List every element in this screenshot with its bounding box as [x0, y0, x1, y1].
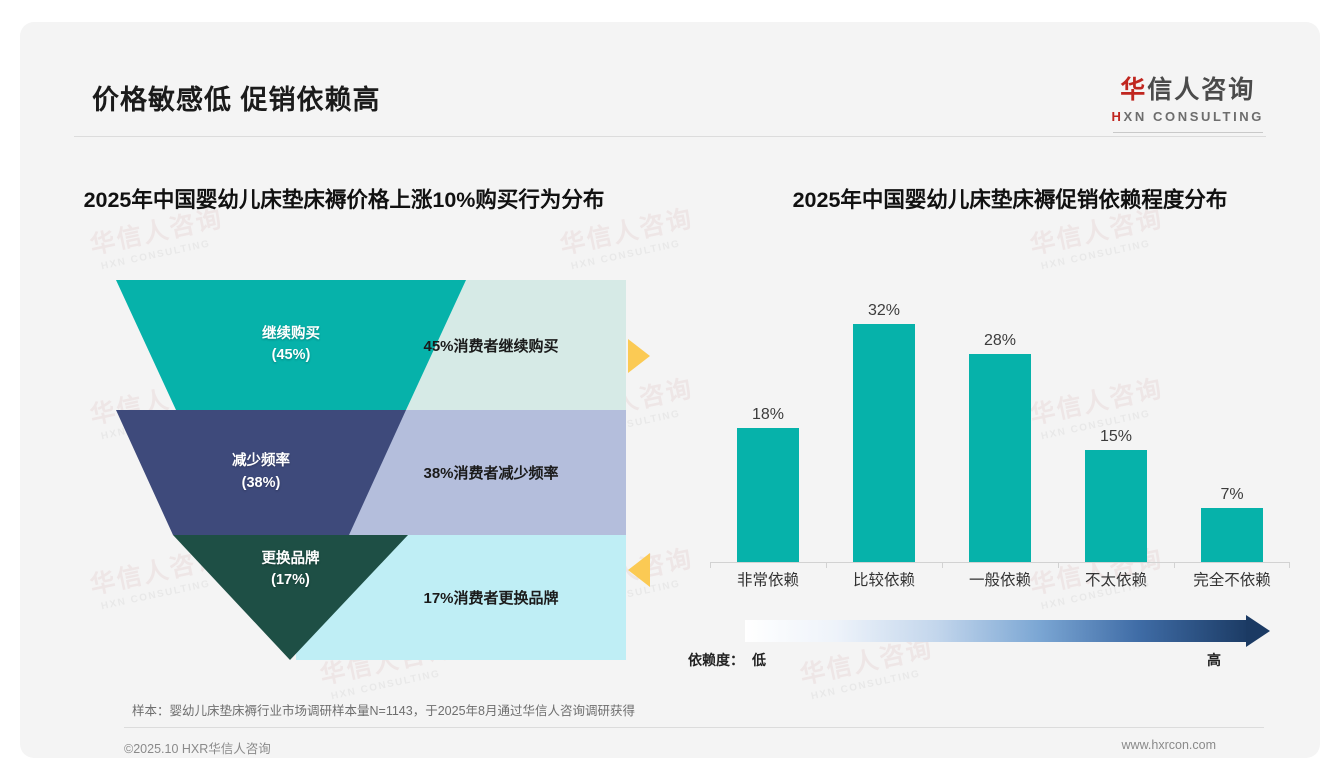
bar-chart-plot: 18% 32% 28% 15% 7% — [710, 294, 1290, 562]
source-footnote: 样本：婴幼儿床垫床褥行业市场调研样本量N=1143，于2025年8月通过华信人咨… — [132, 704, 635, 718]
bar-value-label: 18% — [751, 406, 785, 423]
bar-value-label: 7% — [1220, 486, 1244, 503]
arrow-right-icon — [628, 339, 650, 373]
bar-rect — [1201, 508, 1263, 562]
legend-low-label: 低 — [752, 652, 766, 668]
funnel-stage-shape — [116, 280, 466, 410]
axis-tick — [1174, 562, 1175, 568]
funnel-stage-label: 减少频率 (38%) — [116, 410, 406, 535]
arrow-left-icon — [628, 553, 650, 587]
funnel-stage: 减少频率 (38%) 38%消费者减少频率 — [116, 410, 626, 535]
funnel-stage-note: 38%消费者减少频率 — [423, 465, 559, 482]
legend-title: 依赖度： — [688, 652, 744, 668]
funnel-chart-title: 2025年中国婴幼儿床垫床褥价格上涨10%购买行为分布 — [83, 188, 605, 212]
bar-chart-categories: 非常依赖 比较依赖 一般依赖 不太依赖 完全不依赖 — [710, 568, 1290, 598]
funnel-stage-label: 更换品牌 (17%) — [173, 535, 408, 660]
funnel-stage-name: 减少频率 — [232, 453, 290, 470]
bar-value-label: 15% — [1099, 428, 1133, 445]
bar-column: 15% — [1058, 294, 1174, 562]
slide-canvas: 华信人咨询 HXN CONSULTING 华信人咨询 HXN CONSULTING … — [20, 22, 1320, 758]
gradient-arrow-head-icon — [1246, 615, 1270, 647]
page-title: 价格敏感低 促销依赖高 — [92, 85, 381, 115]
logo-english-text: HXN CONSULTING — [1112, 109, 1264, 124]
legend-high-label: 高 — [1207, 652, 1221, 668]
logo-cn-red-char: 华 — [1120, 76, 1148, 104]
category-label: 不太依赖 — [1084, 572, 1147, 589]
bar-rect — [969, 354, 1031, 562]
logo-underline — [1112, 132, 1263, 133]
bar-column: 32% — [826, 294, 942, 562]
logo-cn-rest: 信人咨询 — [1147, 76, 1256, 104]
watermark-en: HXN CONSULTING — [570, 238, 682, 273]
axis-tick — [942, 562, 943, 568]
logo-en-rest: XN CONSULTING — [1123, 109, 1264, 124]
bar-rect — [737, 428, 799, 562]
bar-rect — [853, 324, 915, 562]
axis-tick — [710, 562, 711, 568]
bar-value-label: 32% — [867, 302, 901, 319]
bar-column: 7% — [1174, 294, 1290, 562]
axis-tick — [1289, 562, 1290, 568]
company-logo: 华信人咨询 HXN CONSULTING — [1112, 70, 1264, 133]
watermark-en: HXN CONSULTING — [100, 238, 212, 273]
funnel-stage-name: 更换品牌 — [261, 551, 320, 567]
bar-column: 28% — [942, 294, 1058, 562]
funnel-stage-label: 继续购买 (45%) — [116, 280, 466, 410]
gradient-bar — [745, 620, 1250, 642]
funnel-stage: 继续购买 (45%) 45%消费者继续购买 — [116, 280, 626, 410]
bar-chart-title: 2025年中国婴幼儿床垫床褥促销依赖程度分布 — [792, 188, 1228, 212]
slide-header: 价格敏感低 促销依赖高 — [20, 22, 1320, 126]
funnel-stage: 更换品牌 (17%) 17%消费者更换品牌 — [116, 535, 626, 660]
category-label: 一般依赖 — [968, 572, 1031, 589]
website-url[interactable]: www.hxrcon.com — [1121, 738, 1216, 752]
funnel-stage-name: 继续购买 — [262, 325, 320, 342]
axis-tick — [826, 562, 827, 568]
funnel-stage-shape — [116, 410, 406, 535]
funnel-stage-value: (17%) — [271, 572, 310, 589]
category-label: 非常依赖 — [736, 572, 799, 589]
bar-rect — [1085, 450, 1147, 562]
bar-value-label: 28% — [983, 332, 1017, 349]
dependency-gradient-legend: 依赖度： 低 高 — [688, 615, 1290, 672]
category-label: 比较依赖 — [852, 572, 915, 589]
copyright-text: ©2025.10 HXR华信人咨询 — [124, 742, 271, 756]
bar-column: 18% — [710, 294, 826, 562]
logo-en-red-char: H — [1111, 109, 1124, 124]
funnel-chart: 继续购买 (45%) 45%消费者继续购买 减少频率 (38%) 38%消费者减… — [116, 280, 626, 660]
header-divider — [74, 136, 1266, 137]
watermark-en: HXN CONSULTING — [1040, 238, 1152, 273]
funnel-stage-shape — [173, 535, 408, 660]
funnel-stage-value: (45%) — [271, 347, 311, 363]
category-label: 完全不依赖 — [1193, 572, 1271, 589]
watermark-en: HXN CONSULTING — [330, 668, 442, 703]
footer-divider — [124, 727, 1264, 728]
funnel-stage-value: (38%) — [241, 474, 281, 491]
logo-chinese-text: 华信人咨询 — [1112, 70, 1264, 106]
axis-tick — [1058, 562, 1059, 568]
funnel-stage-note: 17%消费者更换品牌 — [423, 590, 559, 607]
bar-chart-axis — [710, 562, 1290, 563]
funnel-stage-note: 45%消费者继续购买 — [423, 337, 559, 355]
